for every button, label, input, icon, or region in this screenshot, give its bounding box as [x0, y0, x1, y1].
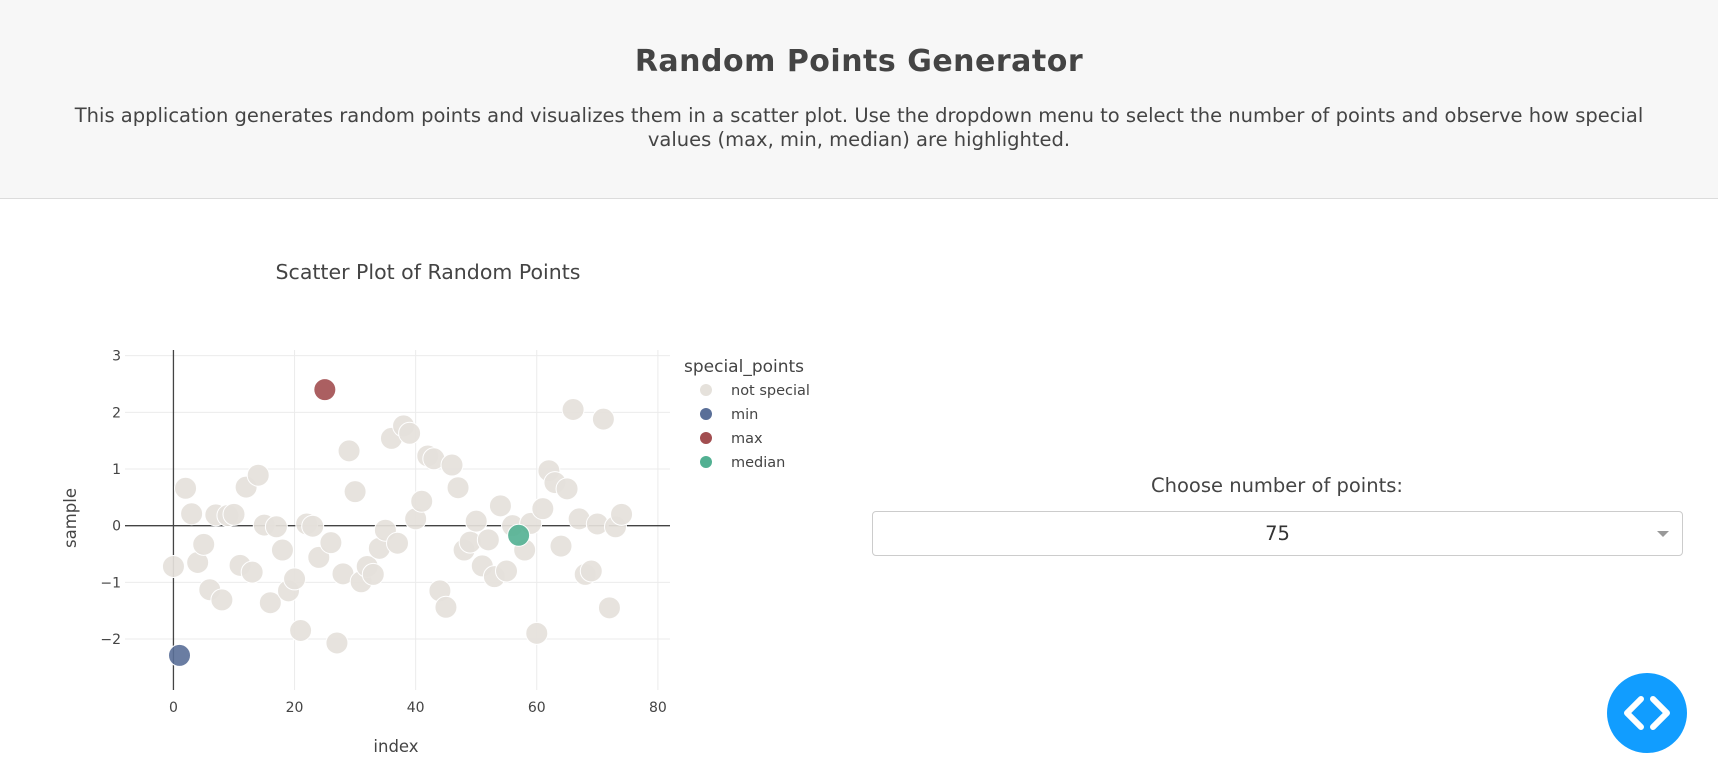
scatter-point-not-special[interactable] [325, 631, 349, 655]
scatter-point-median[interactable] [507, 523, 531, 547]
chevron-down-icon[interactable] [1657, 531, 1669, 537]
scatter-point-not-special[interactable] [446, 476, 470, 500]
scatter-point-not-special[interactable] [525, 621, 549, 645]
x-tick-label: 0 [169, 700, 178, 716]
x-axis-label: index [373, 737, 418, 756]
legend-title: special_points [684, 357, 804, 377]
scatter-point-not-special[interactable] [440, 453, 464, 477]
legend-label-max[interactable]: max [731, 431, 763, 447]
scatter-point-not-special[interactable] [579, 559, 603, 583]
scatter-point-min[interactable] [168, 643, 191, 667]
scatter-point-not-special[interactable] [161, 554, 185, 578]
legend-marker-min[interactable] [700, 408, 712, 420]
scatter-chart[interactable]: Scatter Plot of Random Points 0 20 40 60 80−… [0, 200, 860, 775]
scatter-point-not-special[interactable] [283, 567, 307, 591]
x-tick-label: 40 [407, 700, 425, 716]
scatter-point-not-special[interactable] [258, 591, 282, 615]
y-tick-label: 2 [112, 405, 121, 421]
scatter-point-not-special[interactable] [434, 595, 458, 619]
chart-title: Scatter Plot of Random Points [276, 260, 581, 284]
scatter-point-not-special[interactable] [246, 463, 270, 487]
points-dropdown[interactable]: 75 [872, 511, 1683, 556]
scatter-point-not-special[interactable] [555, 477, 579, 501]
page-title: Random Points Generator [634, 44, 1084, 79]
scatter-point-not-special[interactable] [337, 439, 361, 463]
x-tick-label: 60 [528, 700, 546, 716]
scatter-point-not-special[interactable] [610, 502, 634, 526]
scatter-point-not-special[interactable] [531, 497, 555, 521]
scatter-point-not-special[interactable] [264, 515, 288, 539]
page-description: This application generates random points… [74, 104, 1644, 151]
chart-points[interactable] [161, 378, 634, 667]
legend-marker-max[interactable] [700, 432, 712, 444]
scatter-point-not-special[interactable] [289, 619, 313, 642]
y-tick-label: 0 [112, 519, 121, 535]
scatter-point-not-special[interactable] [488, 494, 512, 518]
legend-label-min[interactable]: min [731, 407, 758, 423]
scatter-point-not-special[interactable] [386, 531, 409, 555]
scatter-point-not-special[interactable] [192, 532, 216, 556]
y-axis-label: sample [61, 488, 80, 548]
x-tick-label: 80 [649, 700, 667, 716]
legend-marker-median[interactable] [700, 456, 712, 468]
y-tick-label: 3 [112, 349, 121, 365]
scatter-point-not-special[interactable] [174, 476, 198, 500]
scatter-point-not-special[interactable] [343, 480, 367, 504]
y-tick-label: −2 [100, 632, 121, 648]
y-tick-label: −1 [100, 575, 121, 591]
scatter-point-not-special[interactable] [270, 538, 294, 562]
code-icon [1624, 696, 1670, 730]
scatter-point-not-special[interactable] [597, 596, 621, 620]
points-dropdown-value: 75 [1265, 522, 1290, 545]
scatter-point-not-special[interactable] [180, 502, 204, 526]
scatter-point-not-special[interactable] [398, 421, 422, 445]
scatter-point-not-special[interactable] [361, 562, 385, 586]
scatter-point-not-special[interactable] [410, 489, 434, 513]
scatter-point-not-special[interactable] [464, 509, 488, 533]
scatter-point-not-special[interactable] [495, 559, 518, 583]
points-dropdown-label: Choose number of points: [1151, 474, 1403, 497]
code-toggle-button[interactable] [1607, 673, 1687, 753]
scatter-chart-svg[interactable]: Scatter Plot of Random Points 0 20 40 60 80−… [0, 200, 860, 775]
scatter-point-max[interactable] [313, 378, 337, 402]
scatter-point-not-special[interactable] [549, 534, 573, 558]
scatter-point-not-special[interactable] [222, 502, 246, 526]
scatter-point-not-special[interactable] [210, 588, 234, 612]
legend-marker-not-special[interactable] [700, 384, 712, 396]
scatter-point-not-special[interactable] [319, 531, 343, 555]
scatter-point-not-special[interactable] [476, 528, 500, 552]
scatter-point-not-special[interactable] [240, 560, 264, 584]
legend-label-not-special[interactable]: not special [731, 383, 810, 399]
scatter-point-not-special[interactable] [591, 407, 615, 431]
chart-legend[interactable]: special_points not special min max median [684, 357, 810, 471]
y-tick-label: 1 [112, 462, 121, 478]
page-header: Random Points Generator This application… [0, 0, 1718, 199]
scatter-point-not-special[interactable] [301, 514, 325, 538]
legend-label-median[interactable]: median [731, 455, 785, 471]
scatter-point-not-special[interactable] [561, 398, 585, 421]
x-tick-label: 20 [286, 700, 304, 716]
